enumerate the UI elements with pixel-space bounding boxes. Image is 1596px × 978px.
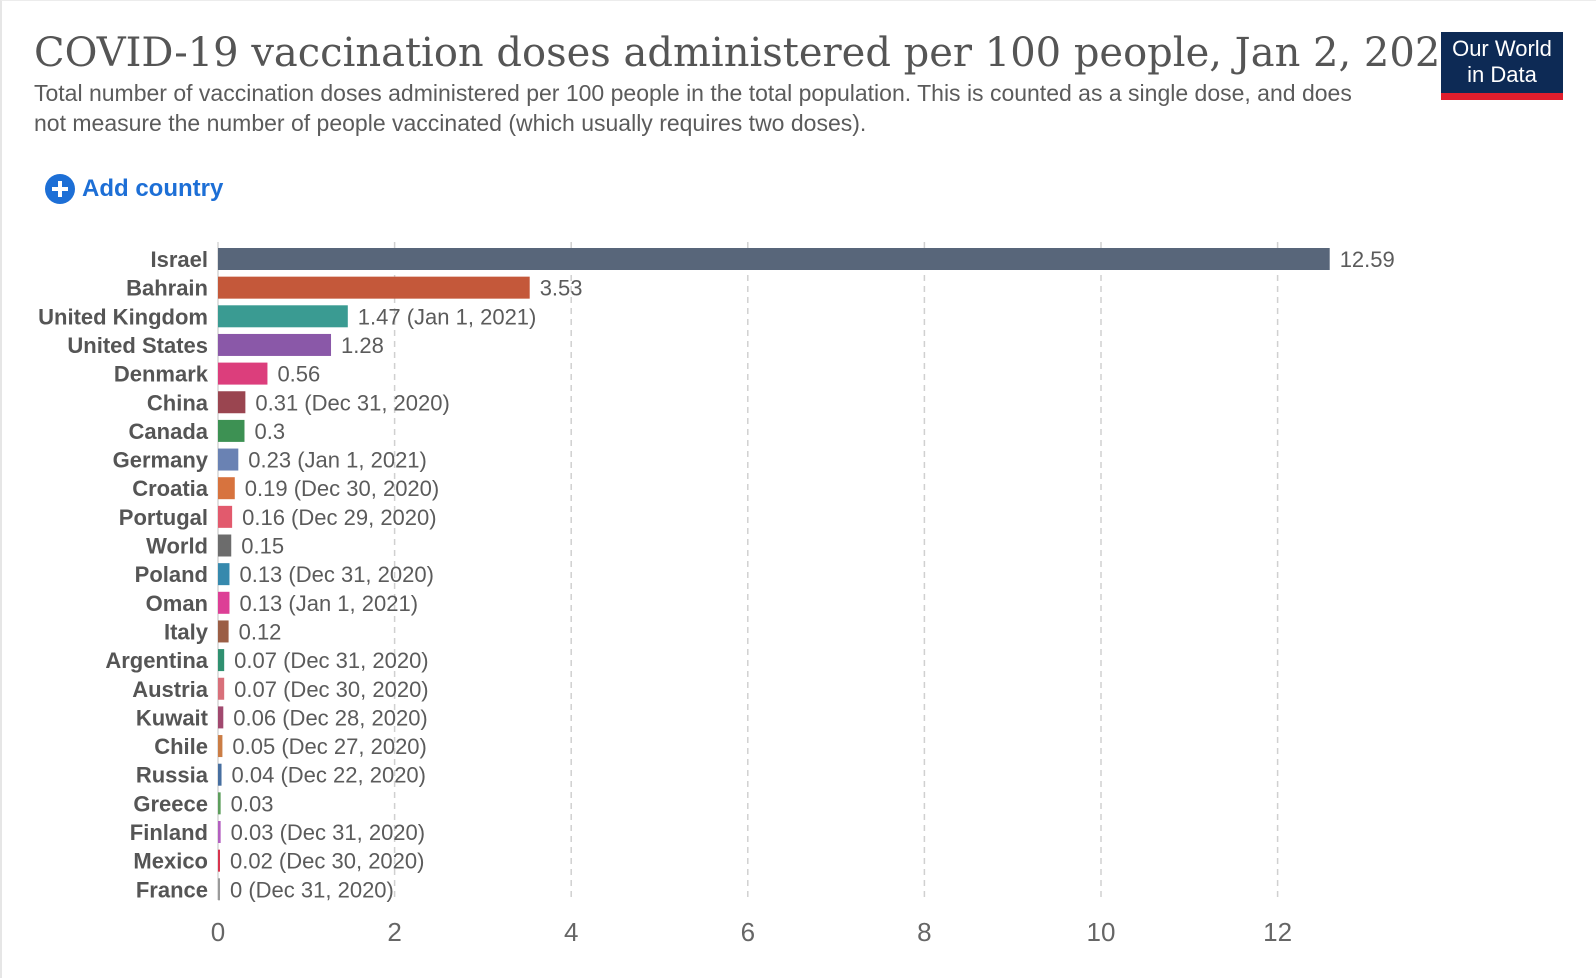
category-label[interactable]: Croatia [132, 476, 209, 501]
label-layer: Israel 12.59 Bahrain 3.53 United Kingdom 1.47… [38, 247, 1395, 902]
plus-circle-icon [45, 174, 75, 204]
bar[interactable] [218, 534, 232, 557]
category-label[interactable]: United States [67, 333, 208, 358]
category-label[interactable]: Israel [151, 247, 209, 272]
bar-layer [218, 248, 1330, 901]
x-tick-label: 2 [387, 917, 401, 947]
bar[interactable] [218, 649, 225, 672]
bar[interactable] [218, 563, 230, 586]
value-label: 1.28 [341, 333, 384, 358]
category-label[interactable]: Argentina [105, 648, 208, 673]
category-label[interactable]: Italy [164, 619, 209, 644]
value-label: 0.06 (Dec 28, 2020) [233, 705, 427, 730]
value-label: 0.13 (Jan 1, 2021) [239, 591, 418, 616]
x-tick-label: 8 [917, 917, 931, 947]
bar[interactable] [218, 591, 230, 614]
category-label[interactable]: Russia [136, 763, 209, 788]
bar[interactable] [218, 763, 222, 786]
category-label[interactable]: Greece [133, 791, 208, 816]
value-label: 0.19 (Dec 30, 2020) [245, 476, 439, 501]
x-tick-label: 6 [741, 917, 755, 947]
bar[interactable] [218, 305, 348, 328]
value-label: 0 (Dec 31, 2020) [230, 877, 394, 902]
category-label[interactable]: Portugal [119, 505, 208, 530]
category-label[interactable]: World [146, 534, 208, 559]
category-label[interactable]: Finland [130, 820, 208, 845]
x-tick-label: 10 [1087, 917, 1116, 947]
bar[interactable] [218, 735, 223, 758]
bar[interactable] [218, 677, 225, 700]
value-label: 1.47 (Jan 1, 2021) [358, 304, 537, 329]
category-label[interactable]: Austria [132, 677, 209, 702]
bar[interactable] [218, 419, 245, 442]
value-label: 0.3 [254, 419, 285, 444]
bar[interactable] [218, 878, 220, 901]
value-label: 0.02 (Dec 30, 2020) [230, 849, 424, 874]
category-label[interactable]: Poland [135, 562, 208, 587]
value-label: 0.07 (Dec 31, 2020) [234, 648, 428, 673]
category-label[interactable]: Denmark [114, 362, 209, 387]
value-label: 0.03 (Dec 31, 2020) [231, 820, 425, 845]
chart-title: COVID-19 vaccination doses administered … [34, 30, 1466, 76]
value-label: 12.59 [1340, 247, 1395, 272]
value-label: 0.04 (Dec 22, 2020) [232, 763, 426, 788]
chart-subtitle: Total number of vaccination doses admini… [34, 80, 1352, 136]
bar[interactable] [218, 620, 229, 643]
bar[interactable] [218, 792, 221, 815]
bar[interactable] [218, 821, 221, 843]
category-label[interactable]: France [136, 877, 208, 902]
bar[interactable] [218, 391, 246, 414]
category-label[interactable]: Mexico [133, 849, 208, 874]
category-label[interactable]: Chile [154, 734, 208, 759]
x-tick-label: 0 [211, 917, 225, 947]
bar[interactable] [218, 248, 1330, 270]
value-label: 0.16 (Dec 29, 2020) [242, 505, 436, 530]
value-label: 0.23 (Jan 1, 2021) [248, 448, 427, 473]
x-axis: 0 2 4 6 8 10 12 [211, 917, 1292, 947]
bar[interactable] [218, 333, 332, 356]
add-country-label: Add country [82, 175, 224, 202]
value-label: 0.07 (Dec 30, 2020) [234, 677, 428, 702]
x-tick-label: 12 [1263, 917, 1292, 947]
category-label[interactable]: Oman [146, 591, 208, 616]
value-label: 3.53 [540, 276, 583, 301]
logo-line-2: in Data [1467, 62, 1537, 87]
logo-line-1: Our World [1452, 36, 1552, 61]
x-tick-label: 4 [564, 917, 578, 947]
value-label: 0.12 [239, 619, 282, 644]
bar[interactable] [218, 849, 220, 872]
bar[interactable] [218, 362, 268, 385]
value-label: 0.15 [241, 534, 284, 559]
bar[interactable] [218, 477, 235, 500]
bar[interactable] [218, 276, 530, 299]
bar[interactable] [218, 505, 233, 528]
category-label[interactable]: Germany [113, 448, 209, 473]
bar[interactable] [218, 706, 224, 729]
category-label[interactable]: Bahrain [126, 276, 208, 301]
category-label[interactable]: China [147, 390, 209, 415]
value-label: 0.31 (Dec 31, 2020) [255, 390, 449, 415]
category-label[interactable]: United Kingdom [38, 304, 208, 329]
value-label: 0.03 [231, 791, 274, 816]
bar[interactable] [218, 448, 239, 471]
add-country-button[interactable]: Add country [44, 172, 223, 206]
category-label[interactable]: Kuwait [136, 705, 209, 730]
owid-logo[interactable]: Our World in Data [1441, 32, 1563, 100]
value-label: 0.05 (Dec 27, 2020) [232, 734, 426, 759]
category-label[interactable]: Canada [129, 419, 209, 444]
value-label: 0.13 (Dec 31, 2020) [239, 562, 433, 587]
value-label: 0.56 [277, 362, 320, 387]
